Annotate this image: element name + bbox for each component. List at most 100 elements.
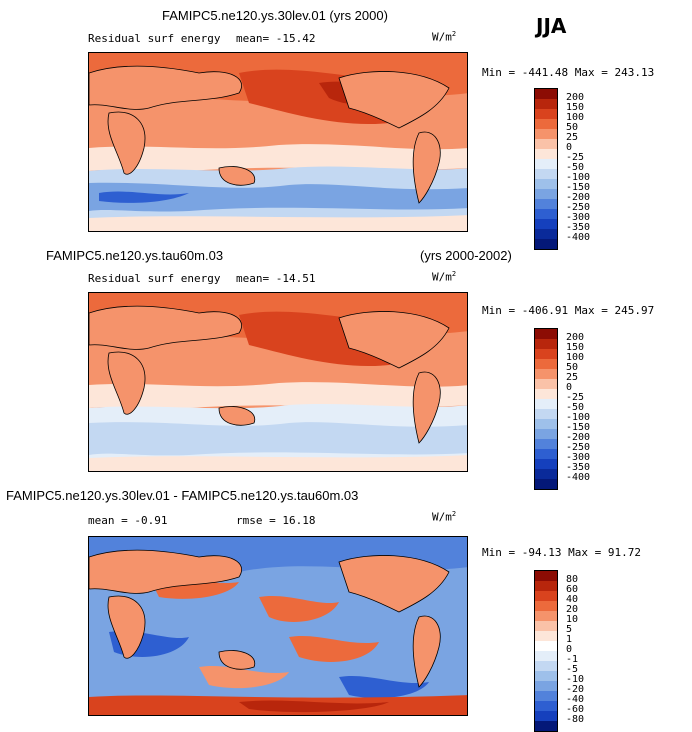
panel2-units: W/m2 [432,270,457,284]
colorbar-swatch [535,591,557,601]
colorbar-tick-label: -400 [566,232,591,243]
colorbar-tick-label: -350 [566,462,591,473]
colorbar-tick-label: -350 [566,222,591,233]
panel3-rmse: rmse = 16.18 [236,514,316,527]
panel1-title: FAMIPC5.ne120.ys.30lev.01 (yrs 2000) [162,8,388,23]
panel1-mean: mean= -15.42 [236,32,316,45]
colorbar-swatch [535,419,557,429]
panel2-title: FAMIPC5.ne120.ys.tau60m.03 [46,248,224,263]
colorbar-swatch [535,99,557,109]
colorbar-tick-label: 40 [566,594,579,605]
panel1-colorbar [534,88,558,250]
panel3-minmax: Min = -94.13 Max = 91.72 [482,546,641,559]
colorbar-swatch [535,439,557,449]
colorbar-tick-label: -300 [566,452,591,463]
colorbar-tick-label: 25 [566,372,579,383]
panel2-map [88,292,468,472]
colorbar-tick-label: -400 [566,472,591,483]
colorbar-tick-label: -25 [566,152,585,163]
colorbar-swatch [535,571,557,581]
colorbar-swatch [535,139,557,149]
colorbar-swatch [535,349,557,359]
colorbar-swatch [535,711,557,721]
colorbar-swatch [535,109,557,119]
colorbar-tick-label: -100 [566,412,591,423]
colorbar-tick-label: -10 [566,674,585,685]
colorbar-tick-label: 80 [566,574,579,585]
colorbar-swatch [535,409,557,419]
colorbar-tick-label: -150 [566,182,591,193]
colorbar-swatch [535,339,557,349]
colorbar-tick-label: 0 [566,644,573,655]
colorbar-tick-label: -200 [566,192,591,203]
colorbar-tick-label: -25 [566,392,585,403]
colorbar-swatch [535,359,557,369]
colorbar-tick-label: -5 [566,664,579,675]
colorbar-tick-label: 0 [566,142,573,153]
colorbar-tick-label: 150 [566,102,585,113]
colorbar-swatch [535,399,557,409]
colorbar-swatch [535,701,557,711]
colorbar-swatch [535,651,557,661]
colorbar-tick-label: 150 [566,342,585,353]
colorbar-swatch [535,169,557,179]
colorbar-tick-label: 200 [566,332,585,343]
colorbar-tick-label: 60 [566,584,579,595]
colorbar-swatch [535,479,557,489]
colorbar-tick-label: 100 [566,352,585,363]
colorbar-tick-label: -200 [566,432,591,443]
colorbar-swatch [535,621,557,631]
colorbar-swatch [535,429,557,439]
colorbar-swatch [535,159,557,169]
colorbar-swatch [535,209,557,219]
colorbar-tick-label: -250 [566,202,591,213]
colorbar-tick-label: 200 [566,92,585,103]
panel1-subtitle: Residual surf energy [88,32,221,45]
colorbar-swatch [535,229,557,239]
colorbar-swatch [535,611,557,621]
colorbar-tick-label: -100 [566,172,591,183]
colorbar-tick-label: 1 [566,634,573,645]
colorbar-swatch [535,129,557,139]
panel3-map [88,536,468,716]
colorbar-swatch [535,149,557,159]
colorbar-swatch [535,179,557,189]
panel3-colorbar [534,570,558,732]
colorbar-swatch [535,369,557,379]
colorbar-swatch [535,219,557,229]
panel1-minmax: Min = -441.48 Max = 243.13 [482,66,655,79]
panel2-minmax: Min = -406.91 Max = 245.97 [482,304,655,317]
season-label: JJA [536,14,567,38]
colorbar-tick-label: 0 [566,382,573,393]
colorbar-tick-label: -1 [566,654,579,665]
colorbar-swatch [535,89,557,99]
colorbar-swatch [535,631,557,641]
colorbar-swatch [535,329,557,339]
colorbar-tick-label: 25 [566,132,579,143]
colorbar-swatch [535,581,557,591]
colorbar-tick-label: -80 [566,714,585,725]
panel1-map [88,52,468,232]
colorbar-swatch [535,661,557,671]
panel1-units: W/m2 [432,30,457,44]
colorbar-tick-label: -150 [566,422,591,433]
colorbar-swatch [535,449,557,459]
colorbar-swatch [535,681,557,691]
colorbar-swatch [535,601,557,611]
panel3-units: W/m2 [432,510,457,524]
panel2-years: (yrs 2000-2002) [420,248,512,263]
colorbar-tick-label: -40 [566,694,585,705]
colorbar-tick-label: -60 [566,704,585,715]
panel3-title: FAMIPC5.ne120.ys.30lev.01 - FAMIPC5.ne12… [6,488,359,503]
colorbar-tick-label: -50 [566,402,585,413]
colorbar-tick-label: 100 [566,112,585,123]
colorbar-tick-label: -300 [566,212,591,223]
colorbar-swatch [535,469,557,479]
colorbar-swatch [535,459,557,469]
colorbar-tick-label: 20 [566,604,579,615]
colorbar-swatch [535,379,557,389]
colorbar-swatch [535,199,557,209]
colorbar-swatch [535,721,557,731]
panel2-colorbar [534,328,558,490]
panel3-mean: mean = -0.91 [88,514,168,527]
